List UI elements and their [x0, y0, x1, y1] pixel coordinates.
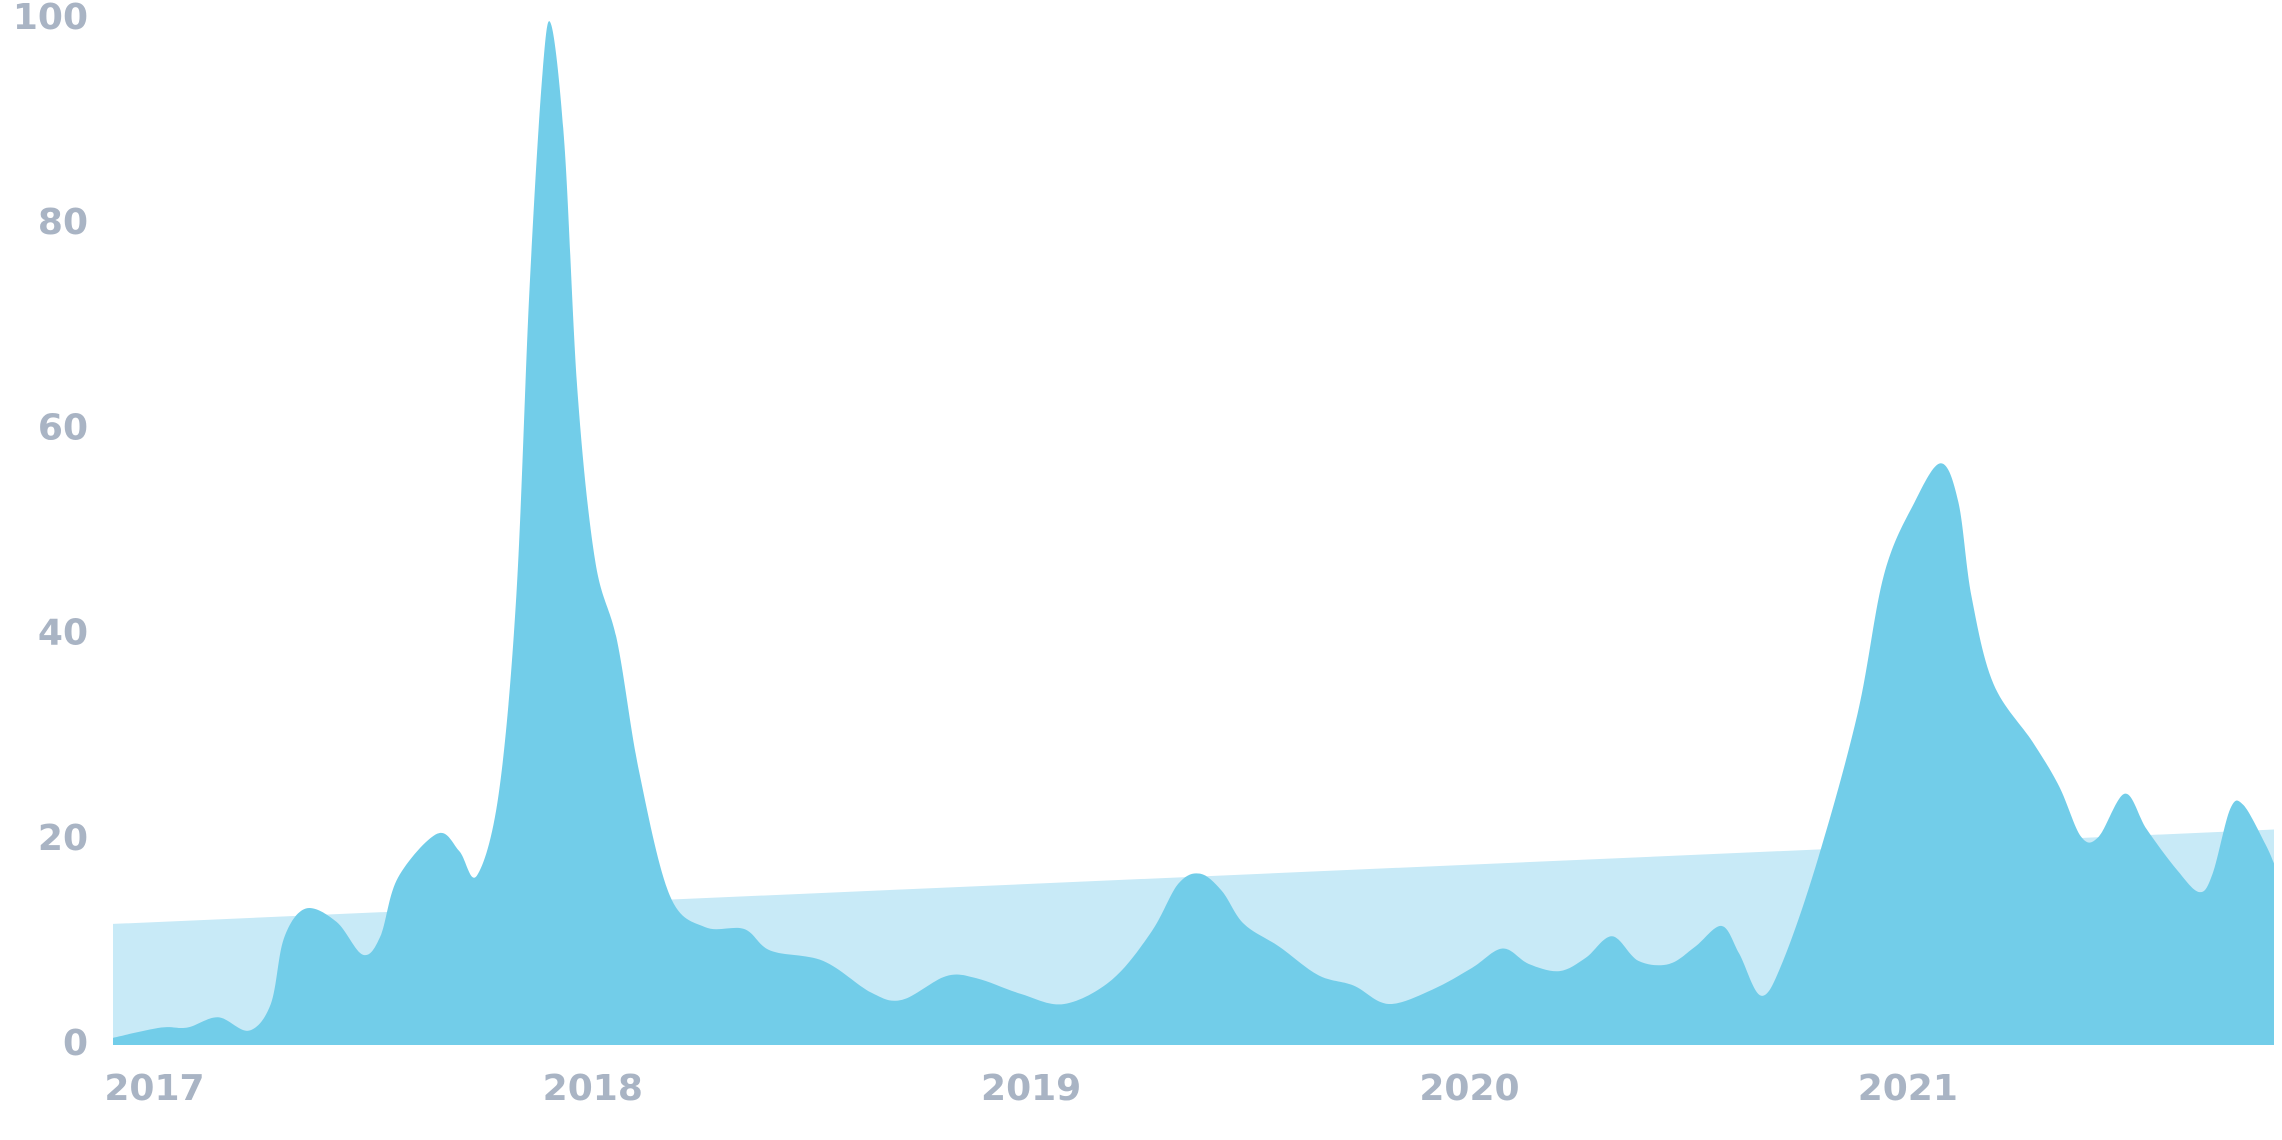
y-tick-label: 80 — [38, 202, 88, 243]
x-tick-label: 2020 — [1419, 1068, 1519, 1109]
y-tick-label: 40 — [38, 613, 88, 654]
y-tick-label: 60 — [38, 407, 88, 448]
x-tick-label: 2018 — [543, 1068, 643, 1109]
x-tick-label: 2021 — [1858, 1068, 1958, 1109]
y-tick-label: 20 — [38, 818, 88, 859]
x-tick-label: 2019 — [981, 1068, 1081, 1109]
y-tick-label: 100 — [13, 0, 88, 38]
area — [113, 21, 2274, 1045]
x-tick-label: 2017 — [104, 1068, 204, 1109]
y-tick-label: 0 — [63, 1023, 88, 1064]
